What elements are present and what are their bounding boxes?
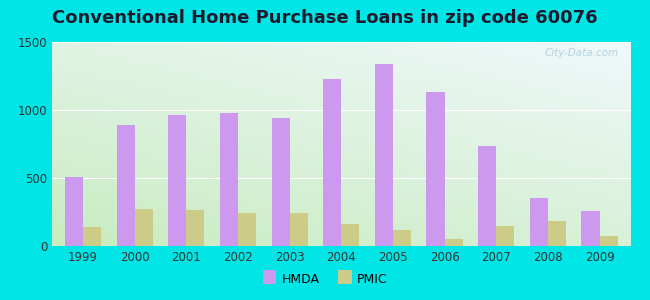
Bar <box>445 238 463 246</box>
Bar <box>135 209 153 246</box>
Text: Conventional Home Purchase Loans in zip code 60076: Conventional Home Purchase Loans in zip … <box>52 9 598 27</box>
Bar <box>65 177 83 246</box>
Bar <box>393 230 411 246</box>
Bar <box>582 211 599 246</box>
Bar <box>426 92 445 246</box>
Text: City-Data.com: City-Data.com <box>545 48 619 58</box>
Legend: HMDA, PMIC: HMDA, PMIC <box>257 268 393 291</box>
Bar <box>272 118 290 246</box>
Bar <box>548 221 566 246</box>
Bar <box>341 224 359 246</box>
Bar <box>375 64 393 246</box>
Bar <box>116 125 135 246</box>
Bar <box>238 213 256 246</box>
Bar <box>323 79 341 246</box>
Bar <box>220 113 238 246</box>
Bar <box>478 146 496 246</box>
Bar <box>187 210 204 246</box>
Bar <box>290 213 307 246</box>
Bar <box>530 198 548 246</box>
Bar <box>496 226 514 246</box>
Bar <box>168 116 187 246</box>
Bar <box>599 236 618 246</box>
Bar <box>83 227 101 246</box>
